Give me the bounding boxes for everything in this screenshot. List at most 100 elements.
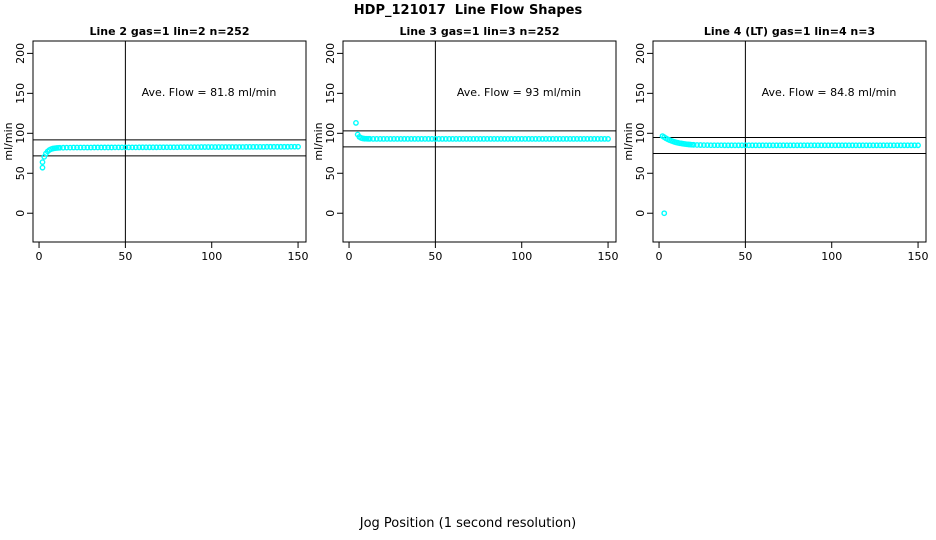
data-point [477,136,484,142]
data-point [863,142,870,149]
annotation-ave-flow: Ave. Flow = 84.8 ml/min [762,86,897,99]
data-point [174,144,181,151]
data-point [63,144,70,151]
data-point [188,144,194,151]
data-point [284,143,291,150]
data-point [804,142,811,149]
data-point [570,136,577,142]
data-point [542,136,549,142]
data-point [849,142,856,149]
data-point [435,136,442,142]
data-point [839,142,845,149]
data-point [470,136,477,142]
axis-tick-labels: 0 50 100 150 200 0 50 100 150 [634,43,929,263]
data-point [580,136,587,142]
y-tick-label: 100 [14,123,27,144]
data-point [549,136,556,142]
data-point [842,142,849,149]
data-point [522,136,529,142]
data-point [74,144,80,151]
data-point [264,143,270,150]
data-point [453,136,460,142]
data-point [690,141,697,148]
data-point [707,142,714,149]
data-point [456,136,463,142]
data-point [222,144,229,150]
data-point [163,144,170,151]
axis-tick-labels: 0 50 100 150 200 0 50 100 150 [14,43,309,263]
data-point [605,136,611,142]
data-point [752,142,759,149]
data-point [397,136,404,142]
data-point [380,136,387,142]
data-point [915,142,921,149]
data-point [253,143,260,150]
data-point [291,143,298,150]
data-point [167,144,174,151]
x-tick-label: 50 [738,250,752,263]
data-point [735,142,742,149]
data-point [711,142,718,149]
data-point [373,136,380,142]
data-point [108,144,115,151]
data-point [584,136,591,142]
data-point [870,142,877,149]
data-point [897,142,904,149]
data-point [442,136,449,142]
panel-line-3: Line 3 gas=1 lin=3 n=252 0 50 100 150 200 0 50… [310,22,620,274]
data-point [577,136,584,142]
y-tick-label: 200 [14,43,27,64]
data-point [377,136,384,142]
y-tick-label: 0 [14,210,27,217]
data-point [184,144,191,151]
x-tick-label: 100 [511,250,532,263]
data-point [119,144,125,151]
data-point [732,142,738,149]
data-point [122,144,129,151]
data-point [811,142,818,149]
data-point [574,136,580,142]
data-point [139,144,146,151]
data-point [277,143,284,150]
data-point [125,144,132,151]
data-point [201,144,208,150]
data-point [260,143,267,150]
data-point [797,142,804,149]
data-point [236,144,243,150]
data-point [536,136,542,142]
data-point [132,144,139,151]
data-point [518,136,525,142]
data-point [229,144,236,150]
plot-box [342,40,617,243]
data-point [794,142,801,149]
data-point [418,136,425,142]
y-tick-label: 50 [324,166,337,180]
data-point [157,144,163,151]
y-tick-label: 150 [14,83,27,104]
data-point [901,142,908,149]
panel-title: Line 2 gas=1 lin=2 n=252 [89,25,250,38]
data-point [790,142,797,149]
data-point [801,142,807,149]
data-point [232,144,239,150]
axes-layer [27,40,307,248]
data-point [587,136,594,142]
data-point [880,142,887,149]
data-point [205,144,212,150]
y-axis-label: ml/min [312,122,325,160]
data-point [714,142,721,149]
data-point [742,142,749,149]
x-tick-label: 50 [118,250,132,263]
data-point [81,144,87,151]
data-point [129,144,136,151]
panel-plot-svg: 0 50 100 150 200 0 50 100 150 ml/min Ave. Flow = 9… [312,40,619,263]
y-tick-label: 100 [324,123,337,144]
data-point [745,142,752,149]
outlier-point [661,210,668,217]
data-point [508,136,515,142]
data-point [598,136,605,142]
axes-layer [337,40,617,248]
x-tick-label: 0 [656,250,663,263]
data-point [911,142,918,149]
data-point [143,144,150,151]
